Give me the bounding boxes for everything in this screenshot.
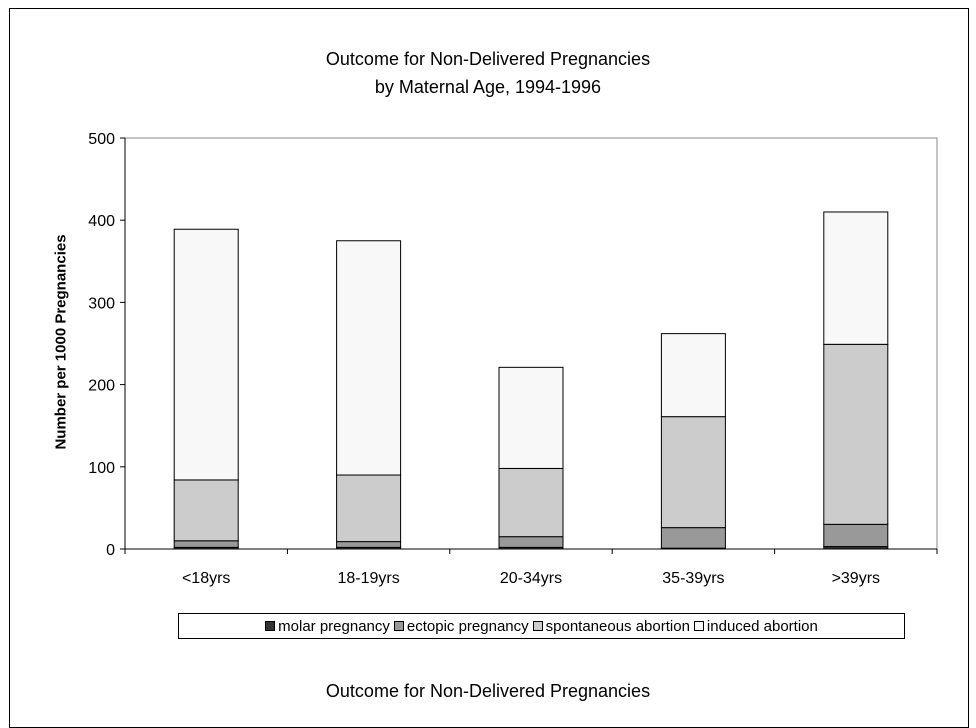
y-tick-label: 200	[88, 378, 115, 395]
legend-label-ectopic: ectopic pregnancy	[406, 617, 529, 635]
legend-swatch-ectopic	[393, 621, 404, 631]
legend-item-induced: induced abortion	[693, 617, 818, 635]
bar-segment-induced-abortion-3	[660, 333, 726, 418]
y-tick-label: 0	[106, 542, 115, 559]
bar-segment-induced-abortion-1	[336, 240, 402, 476]
legend-item-spontaneous: spontaneous abortion	[532, 617, 690, 635]
legend-swatch-spontaneous	[532, 621, 543, 631]
legend-swatch-induced	[693, 621, 704, 631]
legend-swatch-molar	[265, 621, 276, 631]
legend-label-induced: induced abortion	[706, 617, 818, 635]
y-tick-label: 100	[88, 460, 115, 477]
x-tick-label: 20-34yrs	[500, 570, 562, 587]
x-tick-label: 18-19yrs	[337, 570, 399, 587]
bar-segment-spontaneous-abortion-0	[173, 479, 239, 542]
legend-item-ectopic: ectopic pregnancy	[393, 617, 529, 635]
legend-label-spontaneous: spontaneous abortion	[545, 617, 690, 635]
bottom-caption: Outcome for Non-Delivered Pregnancies	[325, 681, 651, 701]
x-tick-label: >39yrs	[832, 570, 880, 587]
y-tick-label: 500	[88, 131, 115, 148]
bar-segment-ectopic-pregnancy-1	[336, 541, 402, 548]
legend-label-molar: molar pregnancy	[278, 617, 390, 635]
bar-segment-induced-abortion-4	[823, 211, 889, 345]
bar-segment-ectopic-pregnancy-3	[660, 527, 726, 549]
bar-segment-ectopic-pregnancy-4	[823, 523, 889, 548]
chart-title: Outcome for Non-Delivered Pregnancies	[325, 49, 651, 69]
bar-segment-induced-abortion-2	[498, 366, 564, 469]
bar-segment-spontaneous-abortion-2	[498, 467, 564, 538]
bar-segment-spontaneous-abortion-3	[660, 416, 726, 529]
bar-segment-spontaneous-abortion-1	[336, 474, 402, 543]
bar-segment-ectopic-pregnancy-0	[173, 540, 239, 548]
legend: molar pregnancy ectopic pregnancy sponta…	[178, 613, 905, 639]
bar-segment-spontaneous-abortion-4	[823, 343, 889, 525]
bar-segment-ectopic-pregnancy-2	[498, 536, 564, 548]
bar-segment-induced-abortion-0	[173, 228, 239, 481]
y-tick-label: 300	[88, 295, 115, 312]
y-tick-label: 400	[88, 213, 115, 230]
chart-subtitle: by Maternal Age, 1994-1996	[374, 77, 602, 97]
x-tick-label: 35-39yrs	[662, 570, 724, 587]
x-tick-label: <18yrs	[182, 570, 230, 587]
legend-item-molar: molar pregnancy	[265, 618, 390, 635]
